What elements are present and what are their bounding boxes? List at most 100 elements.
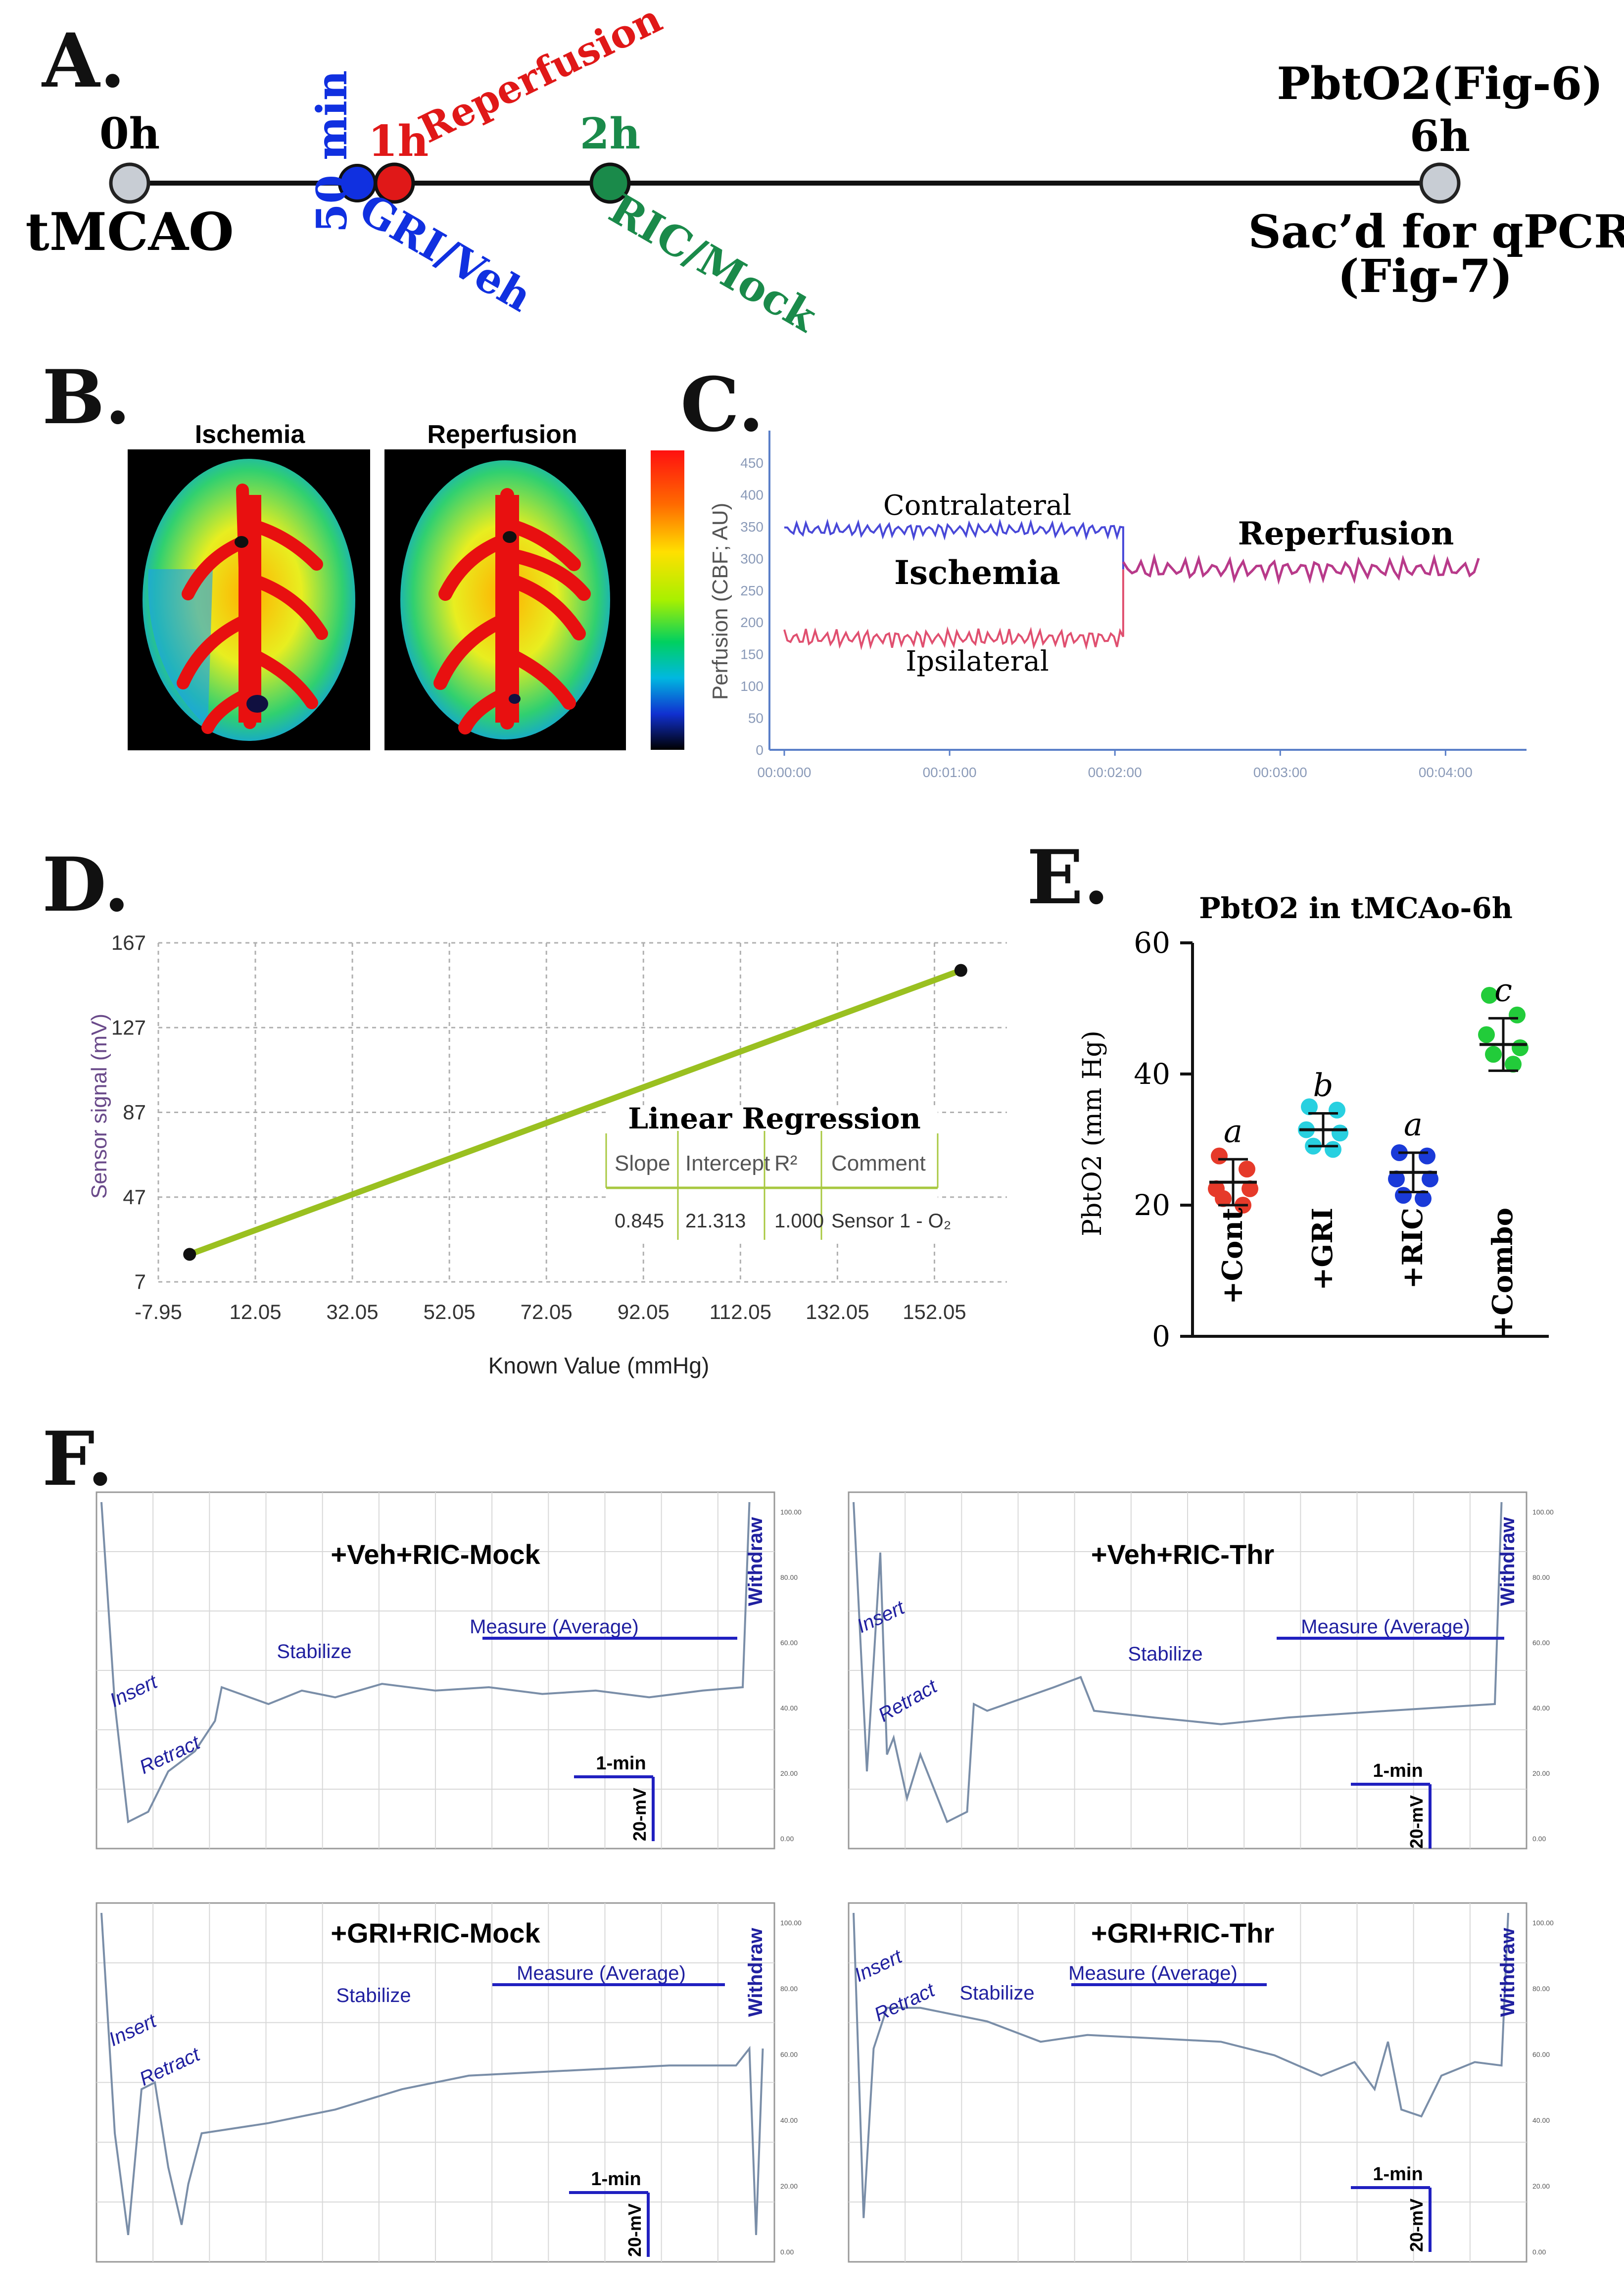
trace-right-tick: 60.00 — [780, 2051, 798, 2058]
dotplot-group-3: a +RIC — [1388, 1107, 1438, 1289]
trace-title: +Veh+RIC-Thr — [1091, 1539, 1274, 1570]
dotplot-point — [1419, 1147, 1435, 1165]
trace-line — [100, 1502, 751, 1824]
trace-scale-minute: 1-min — [596, 1753, 646, 1774]
dotplot-category-label: +Combo — [1486, 1208, 1519, 1339]
dotplot-point — [1239, 1161, 1255, 1178]
dotplot-significance-letter: c — [1494, 972, 1512, 1009]
regression-xtick: 112.05 — [710, 1300, 771, 1323]
perfusion-ytick: 250 — [740, 583, 764, 598]
trace-scale-mv: 20-mV — [1406, 1795, 1427, 1849]
regression-point-high — [954, 964, 967, 977]
trace-right-tick: 60.00 — [1532, 1639, 1550, 1647]
dotplot-point — [1478, 1026, 1495, 1043]
regression-ytick: 87 — [123, 1101, 146, 1124]
regression-xlabel: Known Value (mmHg) — [488, 1353, 710, 1378]
regression-xtick: 72.05 — [521, 1300, 573, 1323]
regression-ylabel: Sensor signal (mV) — [87, 1014, 111, 1199]
trace-panel-4: 100.00 80.00 60.00 40.00 20.00 0.00 +GRI+RIC-T… — [848, 1902, 1554, 2263]
dotplot-category-label: +GRI — [1306, 1208, 1339, 1290]
perfusion-xtick-label: 00:02:00 — [1088, 765, 1142, 780]
perfusion-ytick: 200 — [740, 615, 764, 630]
dotplot-groups: a +Cont b +GRI a +RIC c +Combo — [1208, 972, 1528, 1339]
regression-xtick: 52.05 — [424, 1300, 476, 1323]
table-slope: 0.845 — [615, 1210, 664, 1232]
timeline-gri-veh: GRI/Veh — [351, 184, 540, 321]
trace-right-tick: 40.00 — [780, 2116, 798, 2124]
table-header-slope: Slope — [615, 1151, 670, 1175]
dotplot-ylabel: PbtO2 (mm Hg) — [1078, 1030, 1107, 1236]
dotplot-group-4: c +Combo — [1478, 972, 1528, 1339]
timeline-1h: 1h — [368, 116, 429, 166]
panel-d-label: D. — [42, 841, 130, 928]
timeline-6h: 6h — [1410, 111, 1470, 161]
trace-panel-2: 100.00 80.00 60.00 40.00 20.00 0.00 +Veh+RIC-T… — [848, 1491, 1554, 1850]
dotplot-significance-letter: a — [1224, 1113, 1242, 1150]
dotplot-point — [1325, 1141, 1341, 1158]
trace-right-tick: 20.00 — [780, 2182, 798, 2190]
regression-ytick: 127 — [111, 1016, 146, 1039]
table-intercept: 21.313 — [685, 1210, 746, 1232]
perfusion-yticks: 0 50 100 150 200 250 300 350 400 450 — [740, 455, 764, 758]
dotplot-ytick-label: 40 — [1134, 1057, 1170, 1091]
dotplot-point — [1509, 1006, 1526, 1024]
dotplot-ytick-label: 60 — [1134, 926, 1170, 960]
timeline-50min: 50 min — [307, 70, 356, 233]
panel-a-label: A. — [41, 17, 126, 104]
panel-b-label: B. — [42, 354, 131, 441]
dotplot-point — [1301, 1098, 1318, 1116]
timeline-start-node — [109, 162, 150, 204]
perfusion-xtick-label: 00:03:00 — [1253, 765, 1307, 780]
timeline-ric-mock: RIC/Mock — [601, 184, 826, 342]
regression-ytick: 7 — [135, 1270, 146, 1293]
trace-right-tick: 100.00 — [780, 1919, 802, 1927]
trace-scale-minute: 1-min — [591, 2169, 641, 2190]
trace-stabilize-label: Stabilize — [277, 1641, 351, 1662]
trace-scale-mv: 20-mV — [1406, 2198, 1427, 2252]
panel-c: C. Perfusion (CBF; AU) 0 50 100 150 200 250 30… — [680, 361, 1527, 780]
trace-line — [100, 1912, 764, 2236]
dotplot-point — [1512, 1039, 1528, 1056]
label-reperfusion: Reperfusion — [1238, 515, 1454, 552]
image-ischemia — [128, 449, 370, 750]
dotplot-point — [1481, 987, 1498, 1004]
perfusion-reperfusion-line — [1122, 553, 1480, 585]
dotplot-point — [1415, 1190, 1432, 1207]
timeline-end-node — [1419, 162, 1461, 204]
perfusion-xtick-label: 00:01:00 — [923, 765, 977, 780]
perfusion-contralateral-line — [784, 518, 1124, 570]
trace-line — [853, 1502, 1503, 1823]
trace-right-tick: 40.00 — [1532, 2116, 1550, 2124]
dotplot-point — [1332, 1124, 1348, 1142]
timeline-fig7: (Fig-7) — [1337, 249, 1513, 303]
trace-withdraw-label: Withdraw — [745, 1927, 766, 2017]
trace-measure-label: Measure (Average) — [517, 1962, 686, 1984]
dotplot-ytick-label: 20 — [1134, 1188, 1170, 1222]
trace-scale-mv: 20-mV — [624, 2203, 645, 2257]
timeline-tmcao: tMCAO — [25, 201, 234, 262]
panel-f: F. 100.00 80.00 60.00 40.00 20.00 0.00 +Veh+RI… — [42, 1416, 1554, 2263]
trace-right-tick: 60.00 — [780, 1639, 798, 1647]
trace-withdraw-label: Withdraw — [1497, 1516, 1519, 1606]
perfusion-ipsilateral-line — [783, 569, 1124, 651]
table-header-r2: R² — [774, 1151, 797, 1175]
regression-ytick: 47 — [123, 1185, 146, 1209]
perfusion-ytick: 300 — [740, 551, 764, 566]
regression-ytick: 167 — [111, 931, 146, 954]
dotplot-category-label: +Cont — [1216, 1208, 1249, 1305]
trace-right-tick: 100.00 — [780, 1508, 802, 1516]
dotplot-point — [1505, 1056, 1522, 1073]
trace-right-tick: 20.00 — [1532, 2182, 1550, 2190]
panel-f-label: F. — [42, 1416, 113, 1503]
timeline-reperfusion-node — [374, 162, 415, 204]
table-comment: Sensor 1 - O₂ — [831, 1210, 951, 1232]
perfusion-xticks: 00:00:00 00:01:00 00:02:00 00:03:00 00:04:00 — [758, 750, 1473, 780]
trace-panels: 100.00 80.00 60.00 40.00 20.00 0.00 +Veh+RIC-M… — [96, 1491, 1554, 2263]
trace-right-tick: 80.00 — [780, 1985, 798, 1993]
dotplot-point — [1388, 1171, 1405, 1187]
dotplot-point — [1395, 1187, 1412, 1204]
trace-title: +GRI+RIC-Thr — [1091, 1917, 1274, 1949]
perfusion-ytick: 450 — [740, 455, 764, 471]
panel-b: B. Ischemia Reperfusion — [42, 354, 684, 750]
